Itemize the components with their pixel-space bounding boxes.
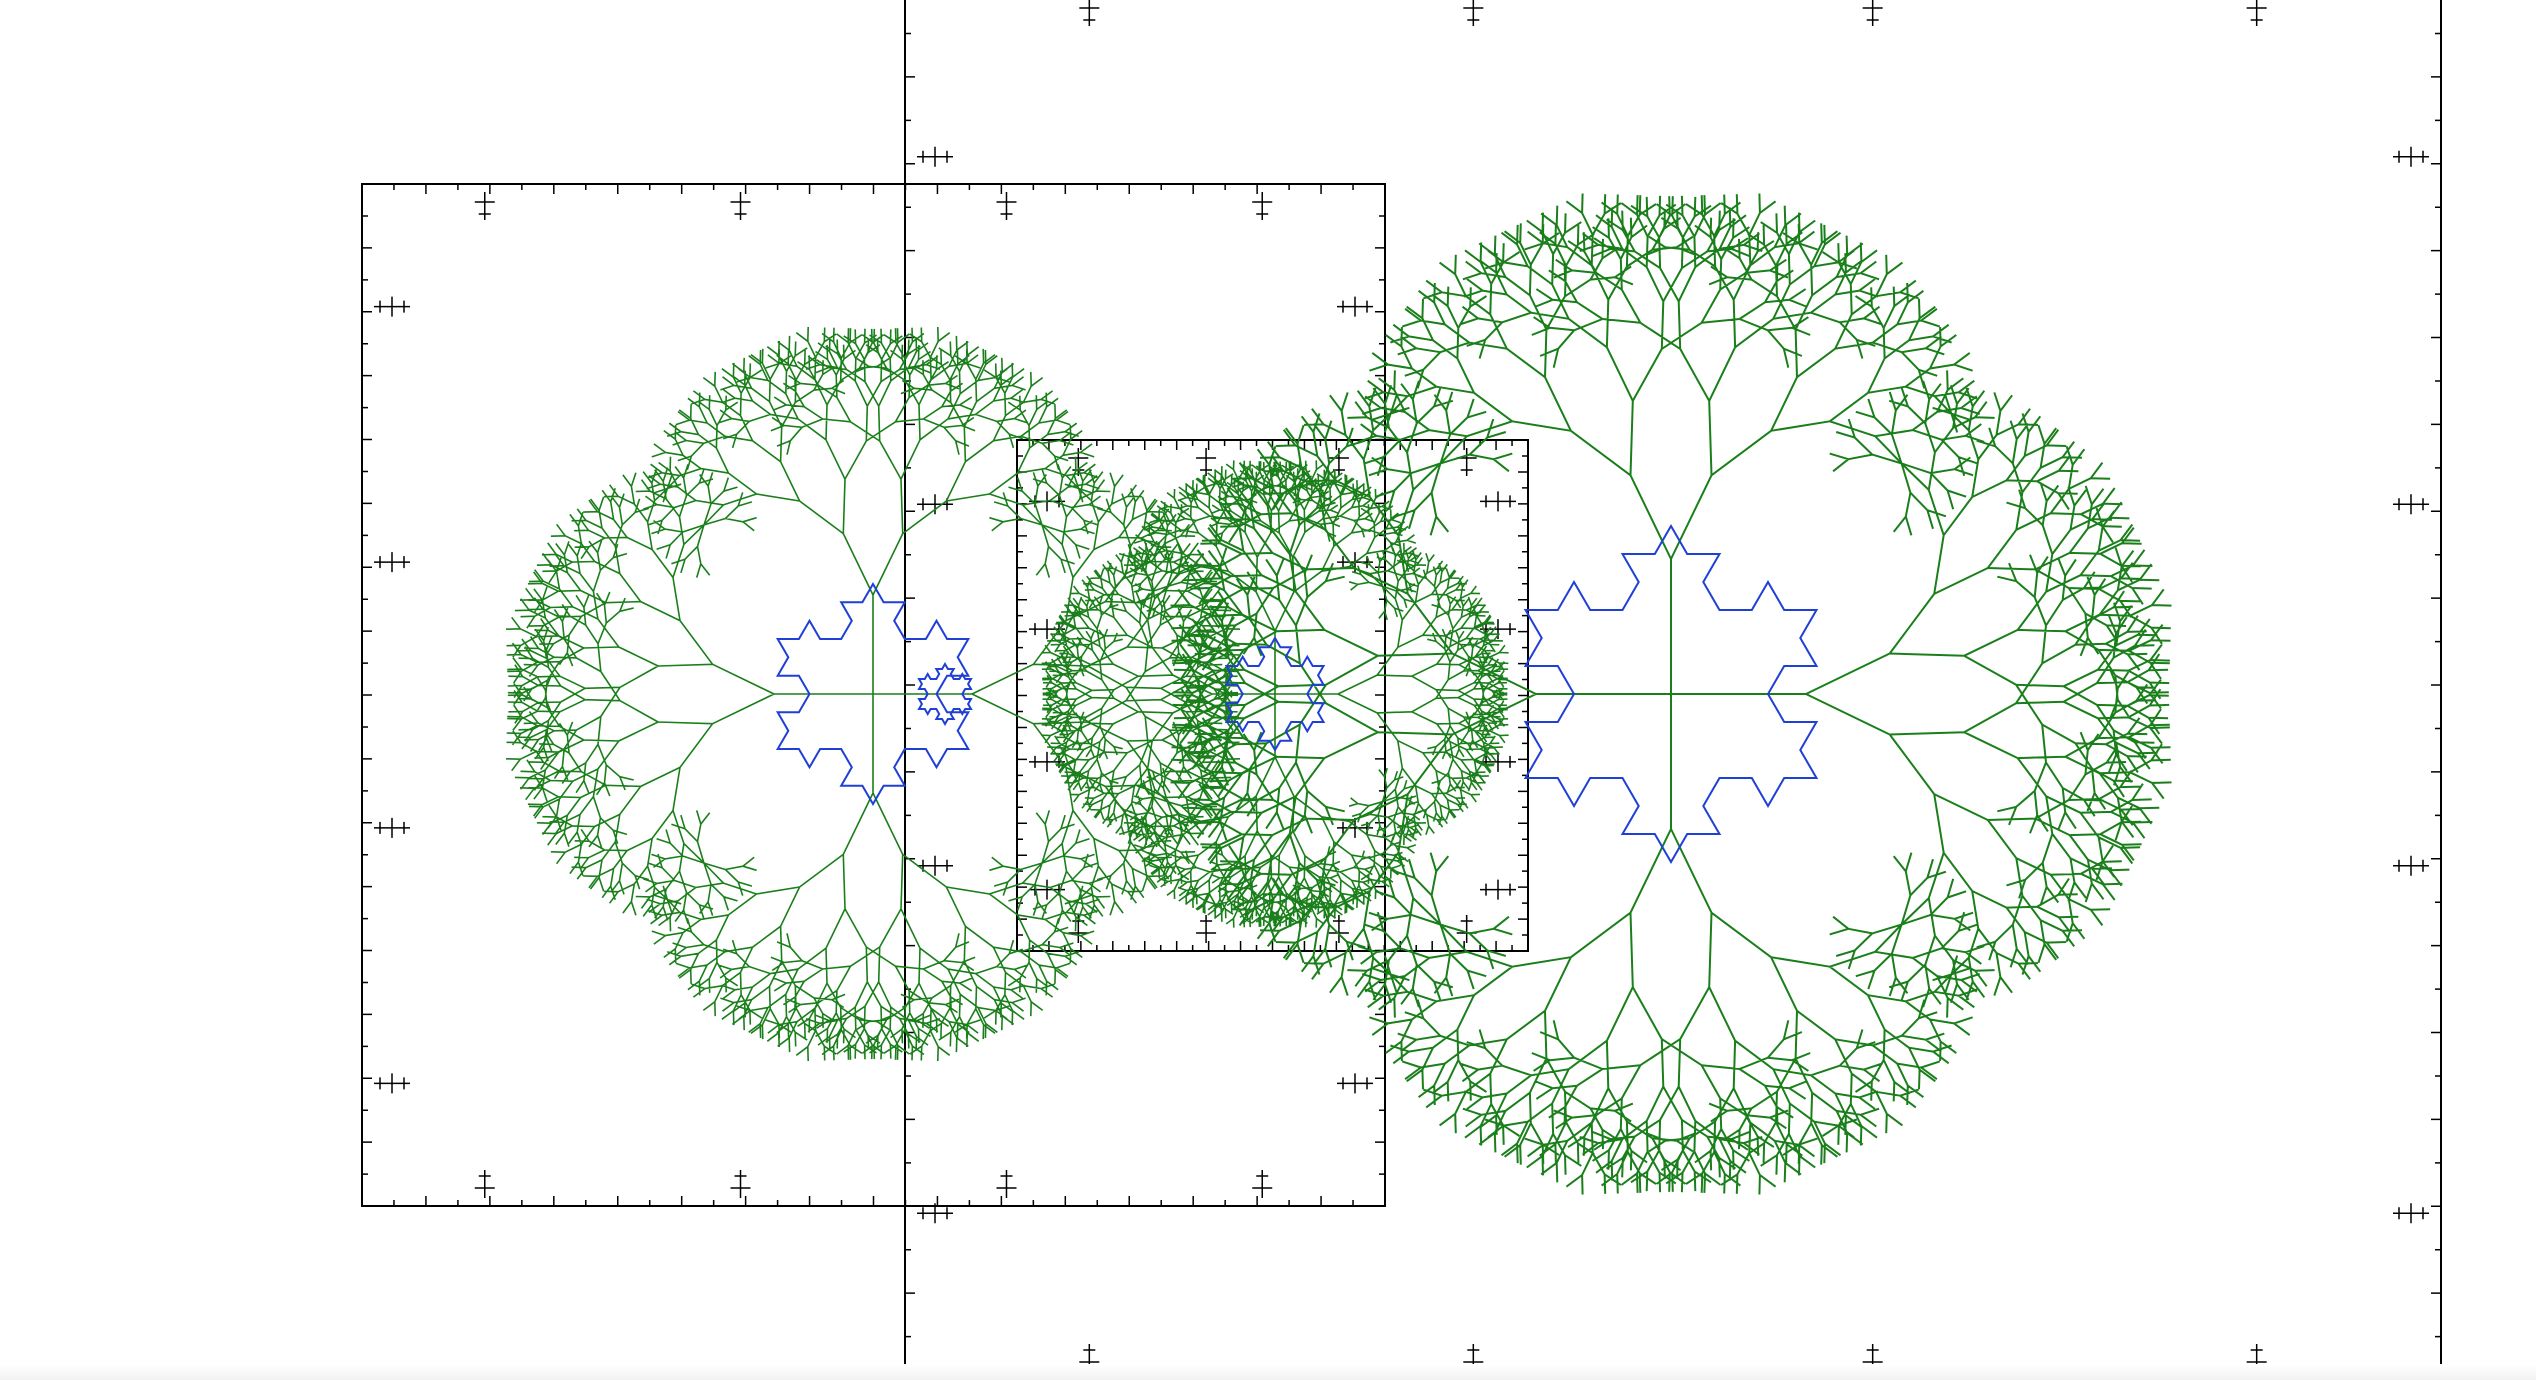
snowflake-layer <box>775 524 1819 864</box>
tree-branch-1-1 <box>643 694 1103 1062</box>
koch-snowflake-1 <box>775 582 971 806</box>
frame-crosses-2 <box>1029 448 1516 943</box>
tree-layer <box>505 193 2172 1195</box>
frame-border-2 <box>1016 439 1529 952</box>
tree-branch-2-1 <box>1128 694 1422 928</box>
tree-branch-0-3 <box>1357 193 1985 694</box>
frame-ticks-2 <box>1017 440 1528 951</box>
tree-branch-0-1 <box>1357 694 1985 1195</box>
frame-layer <box>361 0 2442 1380</box>
tree-branch-2-0 <box>1275 547 1509 841</box>
tree-branch-1-2 <box>505 464 873 924</box>
frame-ticks-0 <box>905 32 2441 1338</box>
frame-border-1 <box>361 183 1386 1207</box>
bottom-edge-shadow <box>0 1364 2536 1380</box>
tree-branch-0-0 <box>1671 380 2172 1008</box>
frame-2 <box>1016 439 1529 952</box>
tree-group-2 <box>1041 460 1509 928</box>
koch-snowflake-2 <box>1224 636 1326 752</box>
koch-snowflake-3 <box>917 662 973 726</box>
tree-group-1 <box>505 326 1241 1062</box>
tree-branch-2-3 <box>1128 460 1422 694</box>
tree-branch-1-0 <box>873 464 1241 924</box>
koch-snowflake-0 <box>1523 524 1819 864</box>
frame-0 <box>904 0 2442 1380</box>
frame-crosses-0 <box>917 0 2429 1372</box>
tree-branch-1-3 <box>643 326 1103 694</box>
